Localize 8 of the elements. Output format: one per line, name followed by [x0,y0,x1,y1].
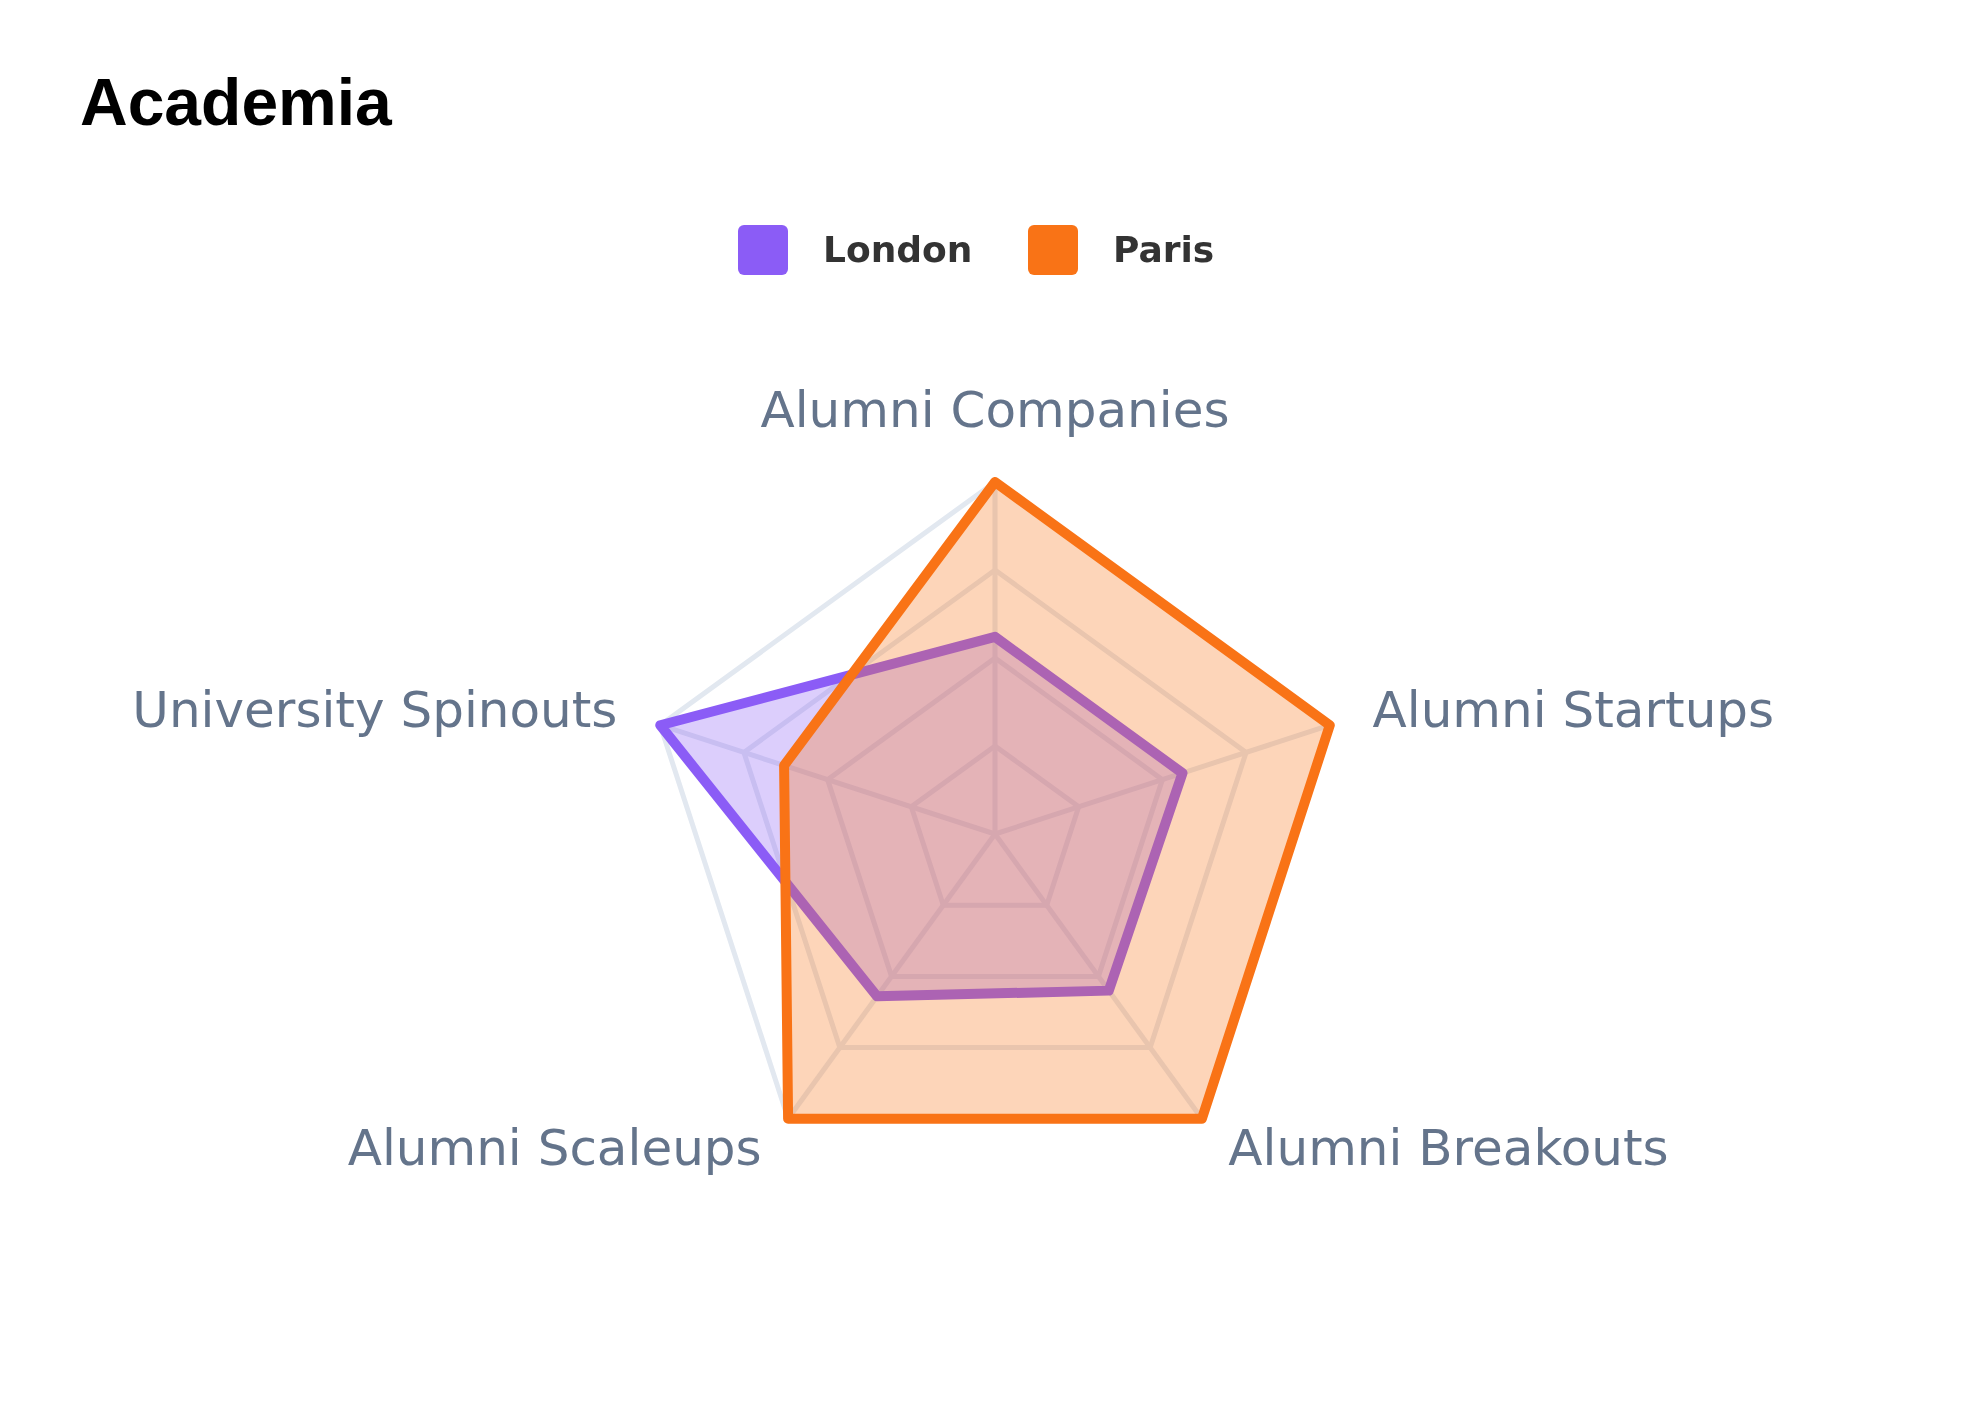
spoke-label: Alumni Scaleups [347,1119,762,1178]
chart-title: Academia [80,65,394,139]
legend-label: London [823,229,973,270]
spoke-label: University Spinouts [132,681,618,740]
spoke-label: Alumni Breakouts [1228,1119,1669,1178]
legend-label: Paris [1113,229,1215,270]
spoke-label: Alumni Companies [760,381,1230,439]
spoke-label: Alumni Startups [1372,681,1775,740]
